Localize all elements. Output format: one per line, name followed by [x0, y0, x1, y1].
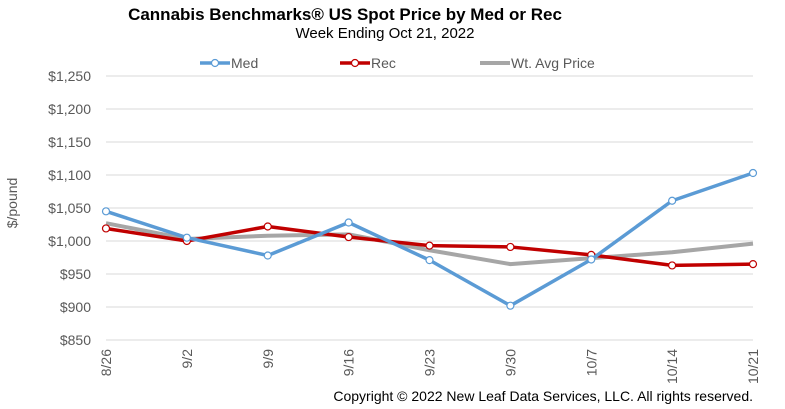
data-point-rec — [101, 224, 111, 233]
copyright-notice: Copyright © 2022 New Leaf Data Services,… — [333, 388, 753, 404]
legend-item-wt-avg-price: Wt. Avg Price — [480, 55, 595, 71]
legend: Med Rec Wt. Avg Price — [200, 55, 595, 71]
y-axis-label: $/pound — [4, 178, 20, 229]
legend-marker-med — [210, 58, 220, 68]
data-point-med — [182, 233, 191, 242]
series-group — [101, 168, 758, 310]
x-tick-label: 10/7 — [583, 349, 599, 376]
y-tick-label: $1,000 — [48, 233, 91, 249]
x-tick-label: 9/30 — [502, 349, 518, 376]
gridlines — [106, 75, 753, 341]
y-tick-label: $1,200 — [48, 101, 91, 117]
legend-item-med: Med — [200, 55, 258, 71]
data-point-med — [425, 256, 434, 265]
y-tick-label: $1,250 — [48, 68, 91, 84]
data-point-med — [506, 301, 515, 310]
y-axis-ticks: $850 $900 $950 $1,000 $1,050 $1,100 $1,150 $1,2… — [48, 68, 91, 348]
y-tick-label: $1,150 — [48, 134, 91, 150]
data-point-rec — [263, 222, 272, 231]
chart-subtitle: Week Ending Oct 21, 2022 — [295, 25, 475, 42]
x-tick-label: 9/2 — [179, 349, 195, 369]
data-point-med — [587, 255, 596, 264]
series-med — [101, 168, 758, 310]
y-tick-label: $900 — [60, 299, 91, 315]
chart-title: Cannabis Benchmarks® US Spot Price by Me… — [128, 5, 562, 24]
legend-label-wt-avg-price: Wt. Avg Price — [511, 55, 595, 71]
data-point-rec — [506, 242, 515, 252]
data-point-rec — [425, 241, 434, 250]
y-tick-label: $950 — [60, 266, 91, 282]
data-point-med — [101, 207, 111, 216]
data-point-rec — [668, 261, 677, 270]
x-tick-label: 9/23 — [422, 349, 438, 376]
x-tick-label: 10/14 — [664, 349, 680, 384]
data-point-med — [263, 251, 272, 260]
legend-item-rec: Rec — [340, 55, 396, 71]
data-point-med — [748, 168, 758, 178]
y-tick-label: $1,100 — [48, 167, 91, 183]
data-point-rec — [748, 260, 758, 269]
data-point-med — [668, 196, 677, 205]
legend-label-med: Med — [231, 55, 258, 71]
legend-marker-rec — [350, 58, 360, 68]
legend-label-rec: Rec — [371, 55, 396, 71]
y-tick-label: $1,050 — [48, 200, 91, 216]
data-point-med — [344, 218, 353, 227]
x-axis-ticks: 8/26 9/2 9/9 9/16 9/23 9/30 10/7 10/14 10/21 — [98, 349, 761, 384]
data-point-rec — [344, 232, 353, 242]
y-tick-label: $850 — [60, 332, 91, 348]
x-tick-label: 8/26 — [98, 349, 114, 376]
x-tick-label: 9/16 — [341, 349, 357, 376]
x-tick-label: 10/21 — [745, 349, 761, 384]
x-tick-label: 9/9 — [260, 349, 276, 369]
